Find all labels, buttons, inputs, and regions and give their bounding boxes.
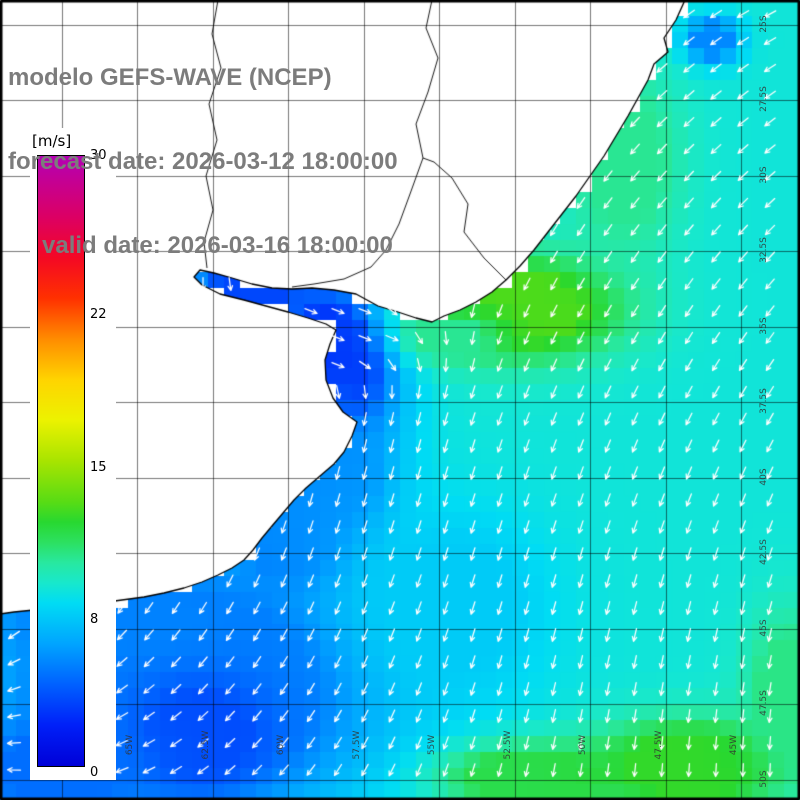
gefs-wave-forecast-map: 25S 27.5S 30S 32.5S 35S 37.5S 40S 42.5S 45S 47.5S… (0, 0, 800, 800)
wave-field-canvas (0, 0, 800, 800)
